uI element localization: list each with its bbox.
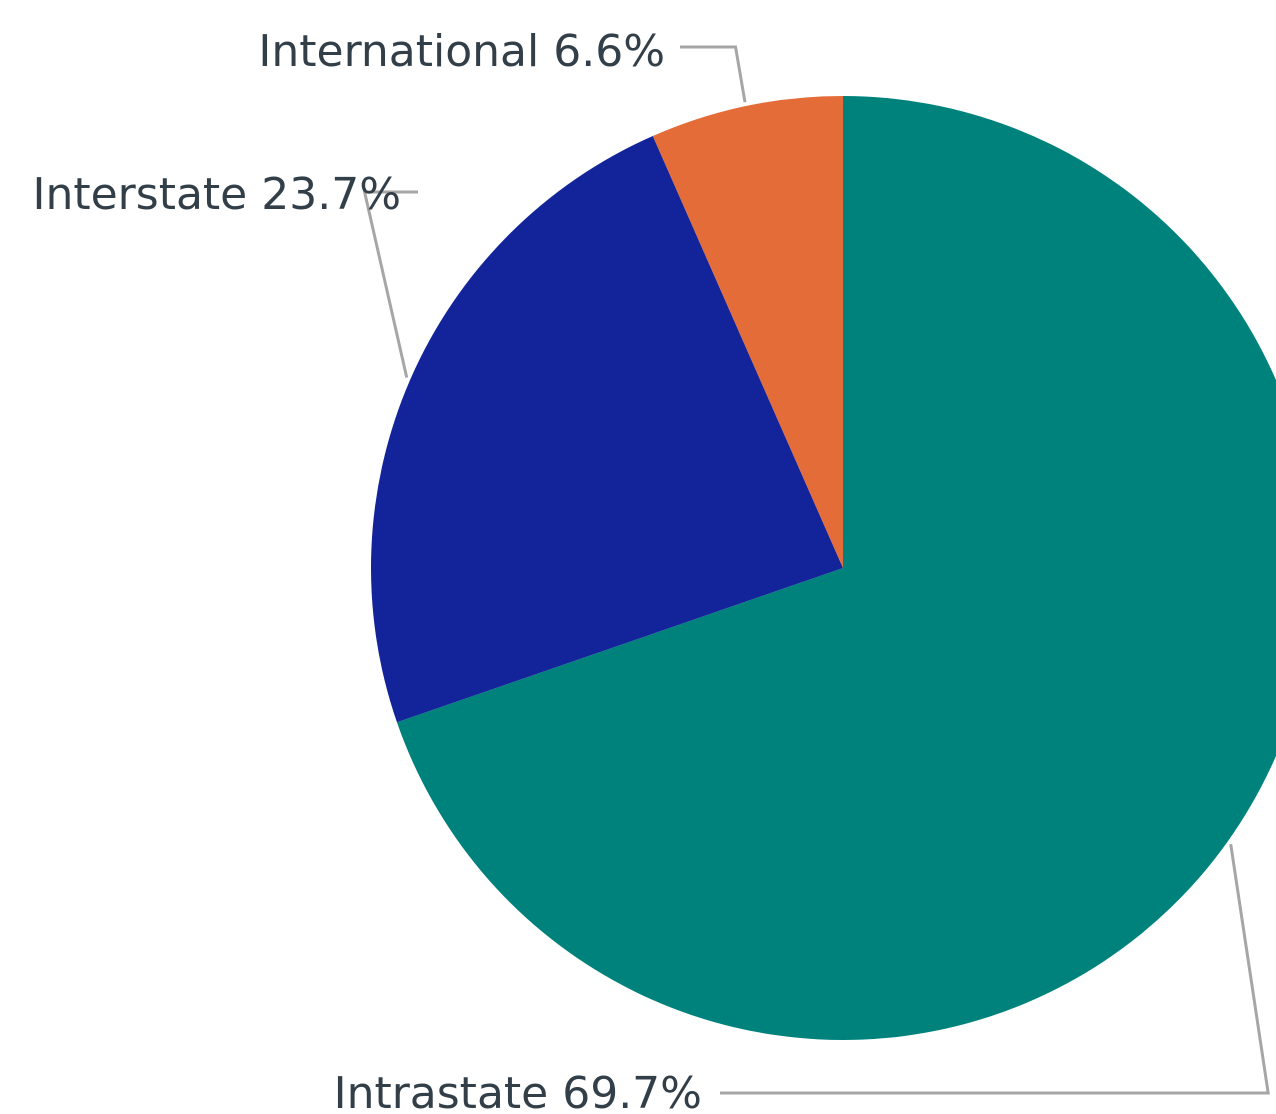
slice-label-interstate: Interstate 23.7% xyxy=(33,169,402,220)
leader-line-interstate xyxy=(362,190,418,378)
pie-slice-intrastate xyxy=(396,96,1276,1040)
pie-slice-interstate xyxy=(370,136,843,723)
slice-label-international: International 6.6% xyxy=(258,26,665,77)
leader-line-intrastate xyxy=(720,843,1270,1095)
leader-lines xyxy=(362,45,1270,1095)
slice-labels: Intrastate 69.7% Interstate 23.7% Intern… xyxy=(33,26,703,1114)
pie-slices xyxy=(370,96,1276,1040)
leader-line-international xyxy=(680,45,747,103)
slice-label-intrastate: Intrastate 69.7% xyxy=(334,1068,702,1114)
pie-slice-international xyxy=(652,96,843,568)
